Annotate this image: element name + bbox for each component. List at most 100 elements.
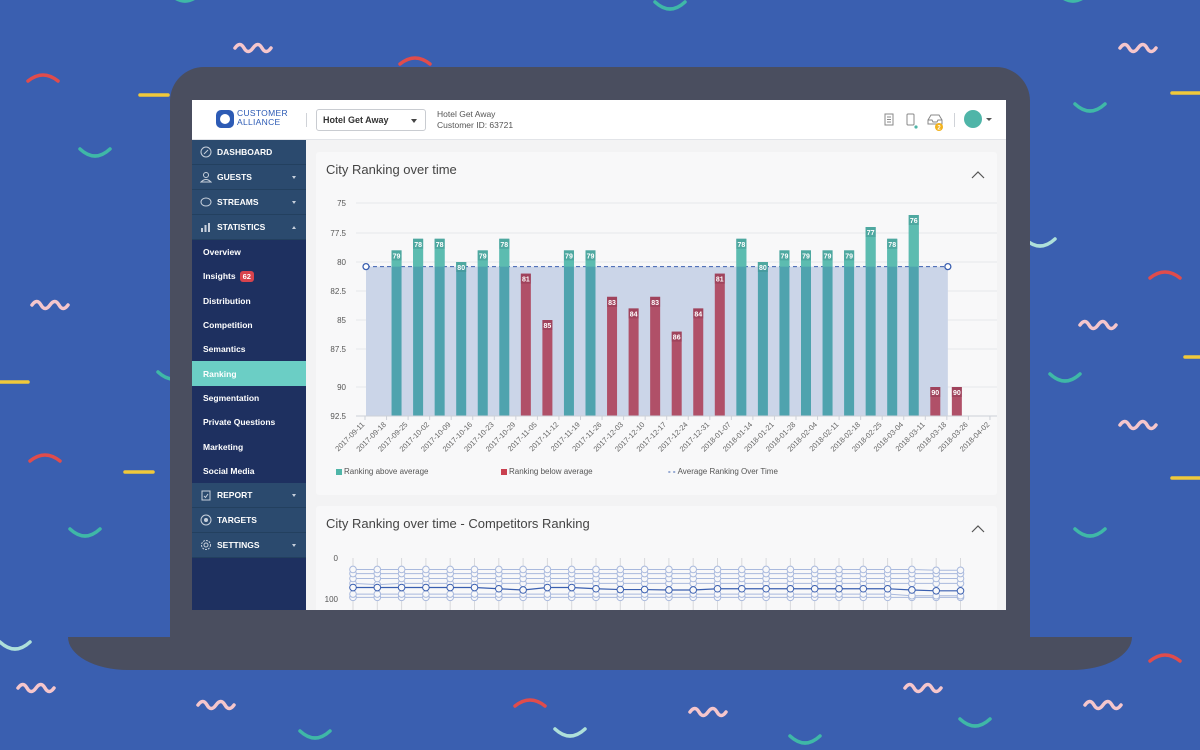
data-point[interactable] <box>616 585 625 594</box>
data-point[interactable] <box>373 583 382 592</box>
data-point[interactable] <box>470 583 479 592</box>
data-point[interactable] <box>567 583 576 592</box>
data-point[interactable] <box>932 587 941 595</box>
bar[interactable] <box>801 250 811 416</box>
inbox-icon[interactable]: 2 <box>926 112 946 132</box>
bar[interactable] <box>628 308 639 416</box>
data-point[interactable] <box>956 566 965 575</box>
series-line-hotel[interactable] <box>353 586 961 592</box>
data-point[interactable] <box>519 565 527 574</box>
bar[interactable] <box>477 250 488 416</box>
data-point[interactable] <box>349 590 357 598</box>
legend-above[interactable]: Ranking above average <box>336 467 429 476</box>
data-point[interactable] <box>616 565 625 574</box>
data-point[interactable] <box>689 565 698 574</box>
data-point[interactable] <box>543 565 552 574</box>
data-point[interactable] <box>786 565 795 574</box>
bar[interactable] <box>607 296 618 416</box>
bar[interactable] <box>779 250 790 416</box>
data-point[interactable] <box>495 584 503 593</box>
data-point[interactable] <box>956 587 965 595</box>
average-endpoint[interactable] <box>944 262 952 271</box>
bar[interactable] <box>865 227 876 416</box>
data-point[interactable] <box>932 566 941 575</box>
data-point[interactable] <box>373 565 382 574</box>
document-icon[interactable] <box>884 113 894 126</box>
sidebar-subitem-ranking[interactable]: Ranking <box>192 361 306 386</box>
data-point[interactable] <box>373 590 382 598</box>
data-point[interactable] <box>422 590 430 598</box>
data-point[interactable] <box>397 583 406 592</box>
sidebar-subitem-distribution[interactable]: Distribution <box>192 289 306 313</box>
data-point[interactable] <box>665 565 673 574</box>
data-point[interactable] <box>859 584 868 593</box>
data-point[interactable] <box>883 584 892 593</box>
sidebar-item-dashboard[interactable]: DASHBOARD <box>192 140 306 165</box>
bar[interactable] <box>499 238 510 416</box>
sidebar-subitem-insights[interactable]: Insights 62 <box>192 264 306 288</box>
data-point[interactable] <box>908 586 916 594</box>
sidebar-item-guests[interactable]: GUESTS <box>192 165 306 190</box>
data-point[interactable] <box>835 565 843 574</box>
hotel-select[interactable]: Hotel Get Away <box>316 109 426 131</box>
bar[interactable] <box>908 215 919 416</box>
data-point[interactable] <box>446 590 454 598</box>
bar[interactable] <box>693 308 704 416</box>
data-point[interactable] <box>738 584 746 593</box>
data-point[interactable] <box>689 586 698 594</box>
bar[interactable] <box>413 238 424 416</box>
sidebar-subitem-marketing[interactable]: Marketing <box>192 434 306 458</box>
data-point[interactable] <box>446 583 454 592</box>
legend-average[interactable]: - - Average Ranking Over Time <box>668 467 778 476</box>
data-point[interactable] <box>470 565 479 574</box>
data-point[interactable] <box>349 565 357 574</box>
series-line-competitor-5[interactable] <box>353 593 961 597</box>
average-endpoint[interactable] <box>362 262 370 271</box>
avatar[interactable] <box>964 110 982 128</box>
sidebar-item-targets[interactable]: TARGETS <box>192 507 306 533</box>
data-point[interactable] <box>422 565 430 574</box>
bar[interactable] <box>391 250 402 416</box>
bar[interactable] <box>671 331 682 416</box>
data-point[interactable] <box>592 584 600 593</box>
bar[interactable] <box>714 273 725 416</box>
data-point[interactable] <box>810 584 819 593</box>
sidebar-subitem-segmentation[interactable]: Segmentation <box>192 386 306 410</box>
bar[interactable] <box>542 320 553 416</box>
series-line-competitor-4[interactable] <box>352 582 961 586</box>
chevron-down-icon[interactable] <box>986 118 992 121</box>
data-point[interactable] <box>640 585 649 594</box>
data-point[interactable] <box>446 565 454 574</box>
data-point[interactable] <box>397 565 406 574</box>
bar[interactable] <box>757 262 768 416</box>
data-point[interactable] <box>762 584 770 593</box>
bar[interactable] <box>563 250 574 416</box>
sidebar-subitem-semantics[interactable]: Semantics <box>192 337 306 361</box>
data-point[interactable] <box>543 590 552 598</box>
bar[interactable] <box>930 387 941 416</box>
bar[interactable] <box>456 262 467 416</box>
data-point[interactable] <box>543 583 552 592</box>
sidebar-item-report[interactable]: REPORT <box>192 482 306 508</box>
data-point[interactable] <box>665 586 673 594</box>
data-point[interactable] <box>397 590 406 598</box>
bar[interactable] <box>650 296 661 416</box>
bar[interactable] <box>844 250 855 416</box>
chevron-up-icon[interactable] <box>971 522 985 536</box>
legend-below[interactable]: Ranking below average <box>501 467 593 476</box>
data-point[interactable] <box>835 584 843 593</box>
series-line-competitor-1[interactable] <box>353 568 961 571</box>
sidebar-subitem-private-questions[interactable]: Private Questions <box>192 410 306 434</box>
data-point[interactable] <box>470 590 479 598</box>
data-point[interactable] <box>738 565 746 574</box>
bar[interactable] <box>736 238 747 416</box>
data-point[interactable] <box>495 565 503 574</box>
sidebar-subitem-overview[interactable]: Overview <box>192 240 306 264</box>
bar[interactable] <box>822 250 833 416</box>
data-point[interactable] <box>567 565 576 574</box>
customer-alliance-logo-icon[interactable] <box>216 110 234 128</box>
data-point[interactable] <box>786 584 795 593</box>
data-point[interactable] <box>859 565 868 574</box>
mobile-icon[interactable] <box>906 113 918 129</box>
chevron-up-icon[interactable] <box>971 168 985 182</box>
